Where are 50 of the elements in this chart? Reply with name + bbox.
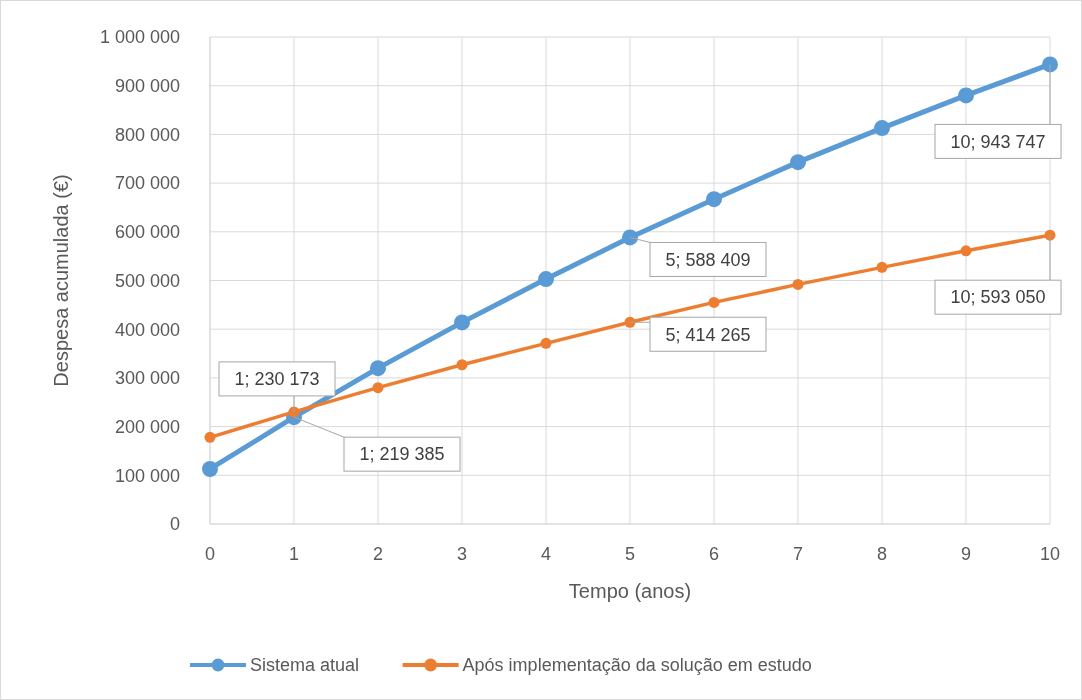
x-tick-label: 4 xyxy=(540,544,552,565)
point xyxy=(706,191,722,208)
x-tick-label: 10 xyxy=(1039,544,1061,565)
x-tick-label: 2 xyxy=(372,544,384,565)
annotation: 5; 414 265 xyxy=(665,324,751,345)
y-tick-label: 200 000 xyxy=(114,416,180,437)
x-tick-label: 1 xyxy=(288,544,300,565)
point xyxy=(372,382,384,394)
x-tick-label: 0 xyxy=(204,544,216,565)
point xyxy=(790,154,806,171)
point xyxy=(540,337,552,349)
point xyxy=(204,431,216,443)
point xyxy=(622,229,638,246)
legend-label: Após implementação da solução em estudo xyxy=(462,655,812,676)
y-tick-label: 400 000 xyxy=(114,319,180,340)
annotation: 1; 230 173 xyxy=(234,369,320,390)
point xyxy=(876,261,888,273)
point xyxy=(708,296,720,308)
x-tick-label: 6 xyxy=(708,544,720,565)
y-tick-label: 100 000 xyxy=(114,465,180,486)
x-tick-label: 8 xyxy=(876,544,888,565)
y-tick-label: 700 000 xyxy=(114,173,180,194)
point xyxy=(456,359,468,371)
y-tick-label: 1 000 000 xyxy=(99,27,180,48)
y-tick-label: 600 000 xyxy=(114,222,180,243)
y-tick-label: 0 xyxy=(169,514,180,535)
x-tick-label: 7 xyxy=(792,544,804,565)
point xyxy=(960,245,972,257)
annotation: 1; 219 385 xyxy=(359,444,445,465)
point xyxy=(1042,56,1058,73)
point xyxy=(792,278,804,290)
annotation: 10; 593 050 xyxy=(950,287,1046,308)
legend-label: Sistema atual xyxy=(250,655,360,676)
point xyxy=(874,120,890,137)
y-tick-label: 900 000 xyxy=(114,76,180,96)
y-tick-label: 800 000 xyxy=(114,124,180,145)
annotation: 5; 588 409 xyxy=(665,249,751,270)
x-tick-label: 3 xyxy=(456,544,468,565)
x-axis-title: Tempo (anos) xyxy=(568,580,692,602)
y-tick-label: 500 000 xyxy=(114,270,180,291)
point xyxy=(202,460,218,477)
y-tick-label: 300 000 xyxy=(114,368,180,389)
y-axis-title: Despesa acumulada (€) xyxy=(50,174,72,387)
x-tick-label: 5 xyxy=(624,544,636,565)
annotation: 10; 943 747 xyxy=(950,131,1046,152)
point xyxy=(958,87,974,104)
x-tick-label: 9 xyxy=(960,544,972,565)
point xyxy=(538,271,554,288)
point xyxy=(454,314,470,331)
point xyxy=(370,360,386,377)
